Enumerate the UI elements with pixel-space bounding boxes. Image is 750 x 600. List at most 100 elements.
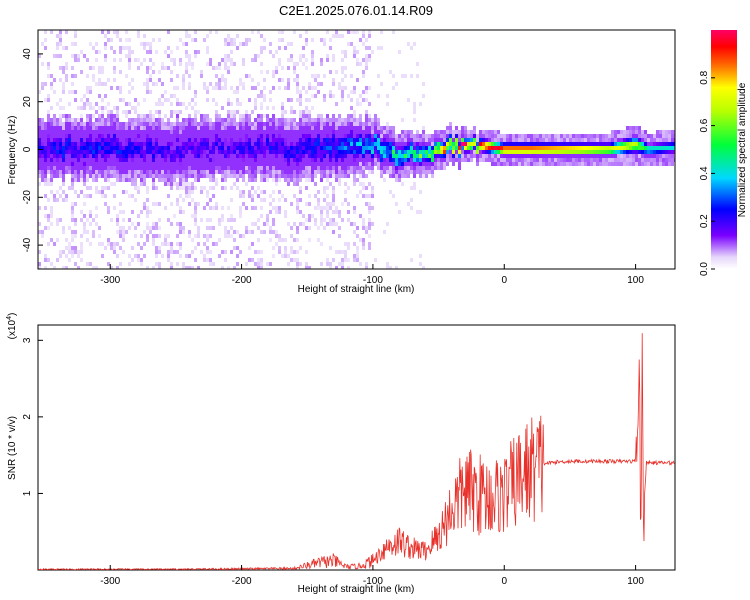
- heatmap-cell: [386, 166, 389, 170]
- heatmap-cell: [233, 170, 236, 174]
- heatmap-cell: [332, 210, 335, 214]
- heatmap-cell: [239, 234, 242, 238]
- heatmap-cell: [413, 138, 416, 142]
- heatmap-cell: [140, 234, 143, 238]
- heatmap-cell: [149, 150, 152, 154]
- heatmap-cell: [503, 134, 506, 138]
- heatmap-cell: [251, 78, 254, 82]
- heatmap-cell: [671, 138, 674, 142]
- heatmap-cell: [383, 178, 386, 182]
- heatmap-cell: [317, 114, 320, 118]
- heatmap-cell: [428, 162, 431, 166]
- heatmap-cell: [197, 234, 200, 238]
- heatmap-cell: [143, 230, 146, 234]
- heatmap-cell: [47, 166, 50, 170]
- heatmap-cell: [620, 150, 623, 154]
- heatmap-cell: [272, 74, 275, 78]
- heatmap-cell: [164, 234, 167, 238]
- heatmap-cell: [104, 138, 107, 142]
- heatmap-cell: [470, 134, 473, 138]
- heatmap-cell: [326, 222, 329, 226]
- heatmap-cell: [284, 174, 287, 178]
- heatmap-cell: [446, 138, 449, 142]
- heatmap-cell: [47, 138, 50, 142]
- heatmap-cell: [104, 58, 107, 62]
- heatmap-cell: [428, 146, 431, 150]
- heatmap-cell: [479, 146, 482, 150]
- heatmap-cell: [299, 94, 302, 98]
- heatmap-cell: [50, 174, 53, 178]
- heatmap-cell: [212, 126, 215, 130]
- heatmap-cell: [203, 234, 206, 238]
- heatmap-cell: [335, 142, 338, 146]
- heatmap-cell: [53, 114, 56, 118]
- heatmap-cell: [44, 170, 47, 174]
- heatmap-cell: [224, 154, 227, 158]
- heatmap-cell: [77, 142, 80, 146]
- heatmap-cell: [275, 66, 278, 70]
- heatmap-cell: [545, 138, 548, 142]
- heatmap-cell: [239, 42, 242, 46]
- heatmap-cell: [491, 162, 494, 166]
- heatmap-cell: [362, 134, 365, 138]
- heatmap-cell: [383, 154, 386, 158]
- heatmap-cell: [359, 166, 362, 170]
- heatmap-cell: [110, 138, 113, 142]
- heatmap-cell: [263, 122, 266, 126]
- heatmap-cell: [278, 234, 281, 238]
- heatmap-cell: [263, 174, 266, 178]
- heatmap-cell: [200, 146, 203, 150]
- heatmap-cell: [56, 126, 59, 130]
- heatmap-cell: [320, 154, 323, 158]
- heatmap-cell: [50, 238, 53, 242]
- heatmap-cell: [374, 154, 377, 158]
- heatmap-cell: [155, 254, 158, 258]
- heatmap-cell: [644, 150, 647, 154]
- heatmap-cell: [251, 158, 254, 162]
- heatmap-cell: [275, 206, 278, 210]
- heatmap-cell: [305, 110, 308, 114]
- heatmap-cell: [308, 86, 311, 90]
- heatmap-cell: [167, 218, 170, 222]
- heatmap-cell: [299, 166, 302, 170]
- heatmap-cell: [242, 58, 245, 62]
- heatmap-cell: [311, 142, 314, 146]
- heatmap-cell: [350, 154, 353, 158]
- heatmap-cell: [176, 142, 179, 146]
- heatmap-cell: [185, 30, 188, 34]
- heatmap-cell: [350, 30, 353, 34]
- heatmap-cell: [290, 118, 293, 122]
- heatmap-cell: [41, 174, 44, 178]
- heatmap-cell: [251, 142, 254, 146]
- heatmap-cell: [581, 146, 584, 150]
- heatmap-cell: [353, 230, 356, 234]
- heatmap-cell: [338, 150, 341, 154]
- heatmap-cell: [245, 122, 248, 126]
- heatmap-cell: [44, 150, 47, 154]
- heatmap-cell: [62, 126, 65, 130]
- heatmap-cell: [266, 150, 269, 154]
- heatmap-cell: [341, 142, 344, 146]
- heatmap-cell: [245, 142, 248, 146]
- heatmap-cell: [356, 50, 359, 54]
- heatmap-cell: [41, 142, 44, 146]
- heatmap-cell: [95, 178, 98, 182]
- heatmap-cell: [428, 170, 431, 174]
- heatmap-cell: [356, 142, 359, 146]
- heatmap-cell: [338, 174, 341, 178]
- heatmap-cell: [230, 198, 233, 202]
- heatmap-cell: [278, 154, 281, 158]
- heatmap-cell: [359, 130, 362, 134]
- heatmap-cell: [542, 142, 545, 146]
- heatmap-cell: [668, 130, 671, 134]
- heatmap-cell: [194, 102, 197, 106]
- heatmap-cell: [287, 118, 290, 122]
- heatmap-cell: [59, 250, 62, 254]
- heatmap-cell: [518, 150, 521, 154]
- heatmap-cell: [140, 162, 143, 166]
- heatmap-cell: [608, 134, 611, 138]
- heatmap-cell: [59, 42, 62, 46]
- heatmap-cell: [248, 146, 251, 150]
- heatmap-cell: [227, 142, 230, 146]
- heatmap-cell: [104, 54, 107, 58]
